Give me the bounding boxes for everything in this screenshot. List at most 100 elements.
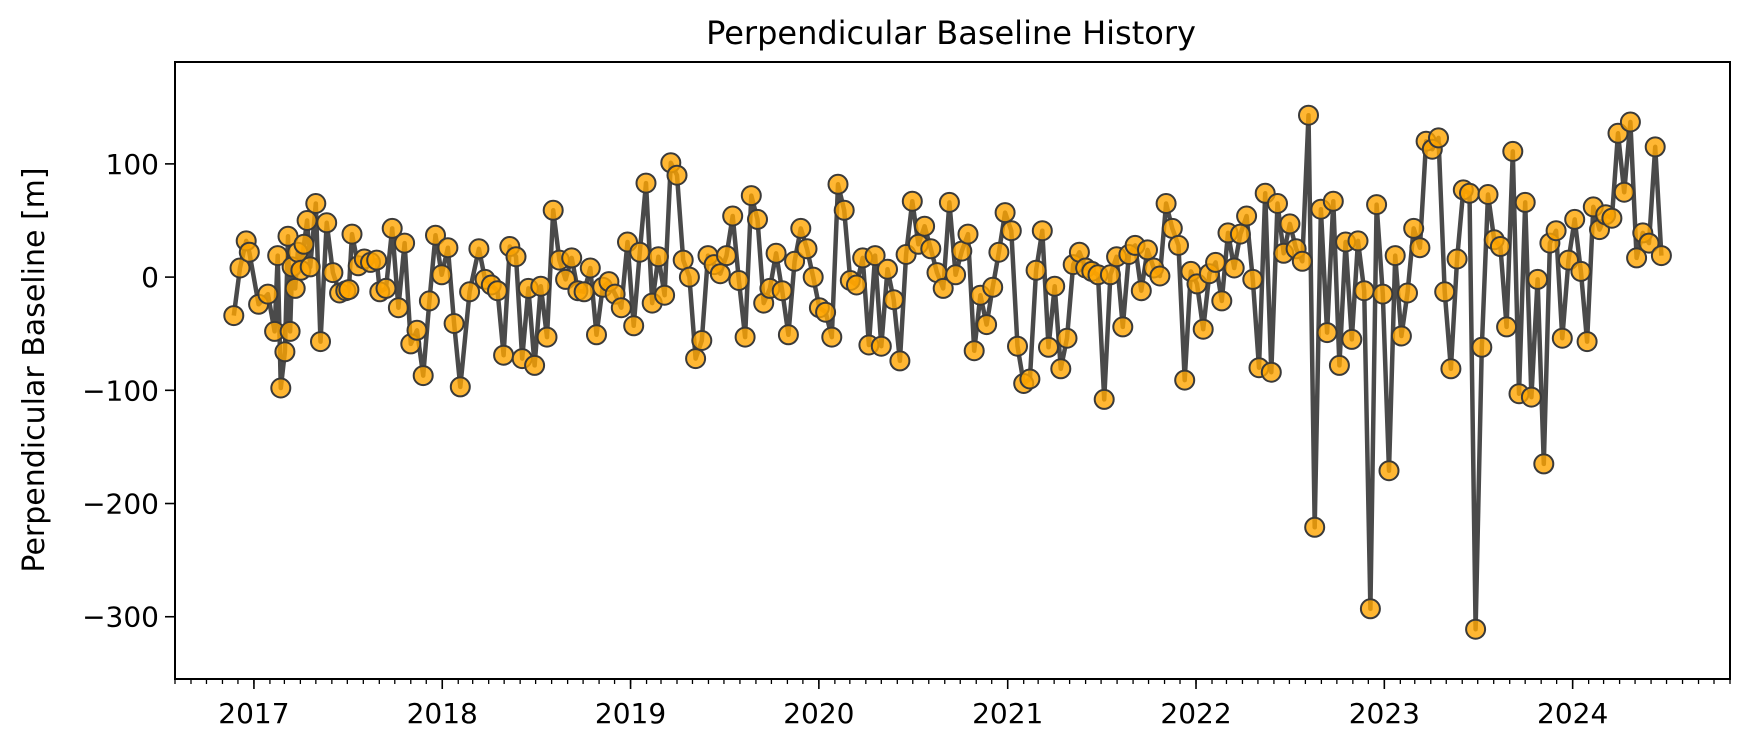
- data-point: [1378, 460, 1400, 482]
- data-point: [963, 340, 985, 362]
- data-point: [1279, 213, 1301, 235]
- data-point: [1155, 193, 1177, 214]
- data-point: [976, 314, 998, 336]
- data-point: [1644, 136, 1666, 158]
- data-point: [293, 233, 315, 255]
- data-point: [1428, 127, 1449, 149]
- data-point: [1130, 280, 1152, 302]
- data-point: [296, 210, 318, 231]
- data-point: [1650, 245, 1672, 267]
- data-point: [1205, 251, 1227, 273]
- x-tick-label: 2019: [595, 697, 666, 730]
- data-point: [883, 289, 905, 311]
- data-point: [229, 257, 251, 279]
- data-point: [1446, 248, 1468, 270]
- data-point: [437, 237, 459, 259]
- data-point: [338, 279, 360, 301]
- data-point: [1638, 232, 1660, 254]
- data-point: [394, 232, 416, 254]
- data-point: [1434, 281, 1456, 303]
- data-point: [864, 245, 886, 267]
- data-point: [722, 205, 744, 227]
- data-point: [821, 326, 843, 348]
- data-point: [1316, 322, 1338, 344]
- data-point: [1576, 331, 1598, 353]
- data-point: [1440, 358, 1462, 380]
- data-point: [1056, 327, 1078, 349]
- data-point: [1304, 516, 1326, 538]
- data-point: [957, 223, 979, 245]
- data-point: [1260, 361, 1282, 383]
- data-point: [1025, 259, 1047, 281]
- data-point: [654, 284, 676, 306]
- data-point: [1626, 247, 1648, 269]
- data-point: [1099, 264, 1121, 286]
- data-point: [784, 250, 806, 272]
- y-tick-label: 100: [106, 148, 159, 181]
- data-point: [238, 241, 260, 263]
- data-point: [310, 331, 331, 353]
- data-point: [716, 245, 737, 267]
- data-point: [542, 199, 564, 221]
- data-point: [412, 365, 434, 387]
- data-point: [691, 330, 713, 351]
- y-tick-label: 0: [141, 261, 159, 294]
- data-point: [279, 320, 301, 342]
- data-point: [846, 274, 867, 296]
- data-point: [1038, 336, 1059, 358]
- data-point: [1019, 368, 1041, 390]
- series-layer: [223, 104, 1672, 640]
- plot-frame: [174, 61, 1731, 680]
- data-point: [1031, 220, 1053, 242]
- data-point: [530, 275, 552, 297]
- data-point: [889, 350, 911, 372]
- data-point: [341, 223, 363, 245]
- data-point: [425, 224, 446, 246]
- data-point: [815, 301, 837, 323]
- data-point: [1223, 257, 1245, 279]
- data-point: [270, 377, 292, 399]
- data-point: [418, 290, 440, 312]
- data-point: [1520, 386, 1542, 408]
- data-point: [678, 266, 700, 288]
- data-point: [914, 215, 936, 237]
- data-point: [1533, 453, 1555, 475]
- data-point: [1353, 280, 1375, 302]
- data-point: [635, 172, 657, 194]
- data-point: [573, 281, 595, 303]
- data-point: [629, 241, 651, 263]
- data-point: [870, 335, 892, 357]
- data-point: [305, 193, 327, 214]
- data-point: [1236, 205, 1258, 227]
- x-tick-label: 2021: [972, 697, 1043, 730]
- data-point: [1291, 250, 1313, 272]
- data-point: [796, 238, 818, 260]
- data-point: [1619, 111, 1641, 133]
- data-point: [449, 376, 471, 398]
- data-point: [561, 247, 583, 269]
- data-point: [1390, 325, 1412, 347]
- y-axis-label: Perpendicular Baseline [m]: [17, 167, 52, 572]
- data-point: [1174, 369, 1196, 391]
- data-point: [790, 217, 812, 239]
- data-point: [994, 202, 1016, 224]
- data-point: [1403, 217, 1425, 239]
- data-point: [666, 164, 688, 186]
- data-point: [586, 324, 607, 346]
- data-point: [459, 281, 481, 303]
- x-tick-label: 2017: [218, 697, 289, 730]
- data-point: [284, 277, 306, 299]
- data-point: [1564, 208, 1586, 230]
- data-point: [1168, 234, 1189, 256]
- data-point: [1044, 275, 1066, 297]
- data-point: [765, 242, 787, 264]
- data-point: [387, 297, 409, 319]
- y-axis: 100 0 −100 −200 −300: [82, 148, 175, 634]
- data-point: [1471, 336, 1493, 358]
- data-point: [1551, 327, 1573, 349]
- x-tick-label: 2023: [1349, 697, 1420, 730]
- data-point: [938, 191, 960, 213]
- data-point: [1242, 268, 1264, 290]
- data-point: [920, 238, 942, 260]
